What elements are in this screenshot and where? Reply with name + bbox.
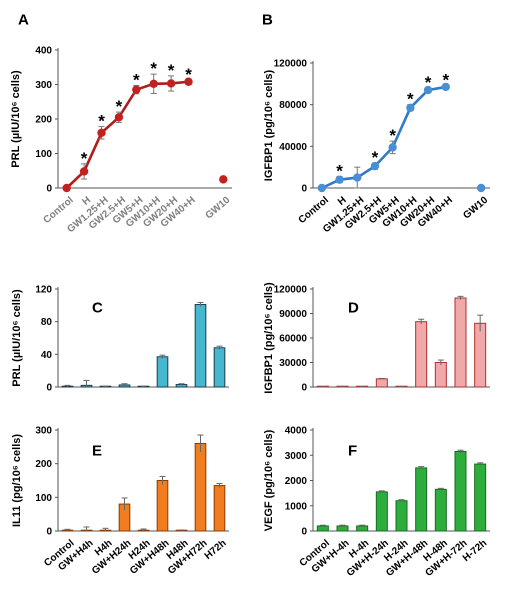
panel-d: D IGFBP1 (pg/10⁶ cells) 0 30000 60000 90000 12… bbox=[263, 282, 490, 394]
data-point bbox=[184, 77, 193, 86]
panel-letter: B bbox=[262, 11, 273, 28]
panel-b: B IGFBP1 (pg/10⁶ cells) 0 40000 80000 120000 *… bbox=[262, 11, 491, 235]
data-point bbox=[97, 128, 106, 137]
bar bbox=[415, 321, 428, 388]
bar bbox=[375, 378, 388, 388]
x-category-label: GW10 bbox=[461, 194, 490, 221]
panel-c: C PRL (µIU/10⁶ cells) 0 40 80 120 bbox=[11, 285, 229, 394]
bar bbox=[434, 362, 447, 388]
significance-star: * bbox=[133, 71, 140, 90]
y-tick-label: 200 bbox=[35, 115, 52, 126]
x-category-label: H72h bbox=[203, 538, 229, 562]
y-tick-label: 40 bbox=[41, 350, 53, 361]
significance-star: * bbox=[372, 148, 379, 167]
significance-star: * bbox=[168, 61, 175, 80]
x-category-label: Control bbox=[297, 195, 331, 226]
y-axis-label: IGFBP1 (pg/10⁶ cells) bbox=[263, 282, 275, 394]
data-point bbox=[149, 79, 158, 89]
y-axis-label: VEGF (pg/10⁶ cells) bbox=[263, 429, 275, 531]
y-tick-label: 60000 bbox=[279, 334, 307, 345]
y-tick-label: 30000 bbox=[279, 358, 307, 369]
data-point bbox=[317, 183, 327, 193]
data-point bbox=[335, 175, 344, 184]
bar bbox=[375, 491, 388, 532]
data-point bbox=[441, 82, 450, 92]
bar bbox=[474, 322, 487, 388]
data-point bbox=[79, 167, 89, 176]
y-tick-label: 120000 bbox=[274, 59, 308, 70]
significance-star: * bbox=[425, 73, 432, 92]
x-category-label: GW10 bbox=[204, 194, 233, 221]
bar bbox=[415, 467, 428, 532]
significance-star: * bbox=[150, 59, 157, 78]
y-tick-label: 2000 bbox=[285, 476, 308, 487]
bar bbox=[454, 450, 467, 532]
y-tick-label: 120 bbox=[35, 285, 52, 296]
y-axis-label: PRL (µIU/10⁶ cells) bbox=[10, 70, 22, 168]
y-tick-label: 0 bbox=[301, 184, 307, 195]
bar bbox=[474, 463, 487, 532]
y-axis-label: IL11 (pg/10⁶ cells) bbox=[11, 434, 23, 527]
data-point bbox=[132, 85, 141, 94]
data-point bbox=[219, 175, 228, 184]
y-tick-label: 200 bbox=[35, 459, 52, 470]
bar bbox=[395, 500, 408, 532]
y-tick-label: 300 bbox=[35, 426, 52, 437]
bar bbox=[156, 480, 169, 532]
significance-star: * bbox=[98, 112, 105, 131]
y-axis-label: IGFBP1 (pg/10⁶ cells) bbox=[263, 69, 275, 181]
data-point bbox=[423, 85, 433, 95]
bar bbox=[194, 304, 207, 388]
y-tick-label: 100 bbox=[35, 149, 52, 160]
data-point bbox=[370, 161, 380, 171]
y-tick-label: 3000 bbox=[285, 451, 308, 462]
data-point bbox=[353, 173, 362, 182]
y-tick-label: 0 bbox=[46, 527, 52, 538]
bar bbox=[454, 297, 467, 388]
significance-star: * bbox=[442, 70, 449, 89]
significance-star: * bbox=[81, 149, 88, 168]
data-point bbox=[476, 183, 486, 193]
y-tick-label: 80 bbox=[41, 317, 53, 328]
data-point bbox=[406, 103, 415, 112]
bar bbox=[434, 488, 447, 532]
y-tick-label: 300 bbox=[35, 80, 52, 91]
panel-a: A PRL (µIU/10⁶ cells) 0 100 200 300 400 * * * * * * *… bbox=[10, 11, 232, 235]
panel-letter: A bbox=[18, 11, 29, 28]
panel-letter: E bbox=[92, 442, 102, 459]
y-tick-label: 40000 bbox=[279, 142, 307, 153]
y-tick-label: 1000 bbox=[285, 501, 308, 512]
y-tick-label: 0 bbox=[301, 527, 307, 538]
data-point bbox=[166, 79, 176, 88]
significance-star: * bbox=[336, 162, 343, 181]
y-tick-label: 90000 bbox=[279, 309, 307, 320]
y-tick-label: 4000 bbox=[285, 426, 308, 437]
bar bbox=[156, 356, 169, 388]
panel-letter: C bbox=[92, 299, 103, 316]
data-point bbox=[388, 143, 397, 152]
data-point bbox=[114, 113, 124, 122]
significance-star: * bbox=[185, 65, 192, 84]
significance-star: * bbox=[389, 126, 396, 145]
y-tick-label: 0 bbox=[46, 383, 52, 394]
bar bbox=[194, 442, 207, 532]
y-tick-label: 80000 bbox=[279, 100, 307, 111]
significance-star: * bbox=[116, 97, 123, 116]
panel-letter: D bbox=[348, 299, 359, 316]
y-tick-label: 100 bbox=[35, 493, 52, 504]
bar bbox=[213, 347, 226, 388]
significance-star: * bbox=[407, 90, 414, 109]
data-point bbox=[62, 183, 71, 193]
y-axis-label: PRL (µIU/10⁶ cells) bbox=[11, 289, 23, 387]
panel-letter: F bbox=[348, 442, 357, 459]
bar bbox=[213, 485, 226, 532]
y-tick-label: 400 bbox=[35, 46, 52, 57]
y-tick-label: 0 bbox=[46, 184, 52, 195]
y-tick-label: 0 bbox=[301, 383, 307, 394]
y-tick-label: 120000 bbox=[274, 285, 308, 296]
